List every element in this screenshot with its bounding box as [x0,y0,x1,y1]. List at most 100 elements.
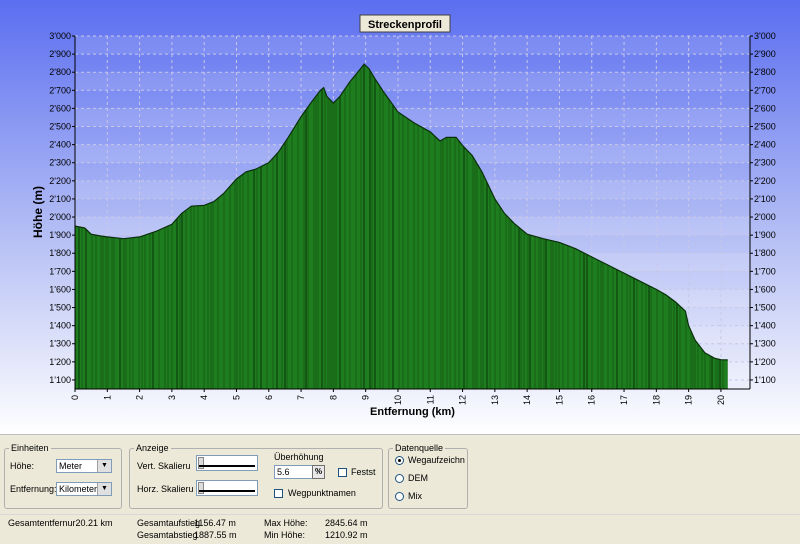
slider-track [199,490,255,492]
y-tick-label-left: 1'300 [49,339,71,349]
vert-scale-label: Vert. Skalieru [137,461,191,471]
y-tick-label-left: 1'200 [49,357,71,367]
radio-dem[interactable] [395,474,404,483]
x-tick-label: 9 [361,395,371,400]
ueberhoehung-input[interactable]: 5.6 [274,465,314,479]
y-tick-label-right: 1'300 [754,339,776,349]
y-tick-label-left: 2'200 [49,176,71,186]
x-tick-label: 3 [167,395,177,400]
y-tick-label-left: 3'000 [49,31,71,41]
y-tick-label-right: 1'800 [754,248,776,258]
wegpunkt-label: Wegpunktnamen [288,488,356,498]
grid-band [75,72,750,91]
x-tick-label: 4 [199,395,209,400]
x-tick-label: 20 [716,395,726,405]
x-tick-label: 15 [554,395,564,405]
slider-thumb[interactable] [198,457,204,469]
anzeige-group: Anzeige [129,443,383,509]
x-tick-label: 0 [70,395,80,400]
x-tick-label: 16 [587,395,597,405]
y-tick-label-right: 2'400 [754,140,776,150]
chart-title: Streckenprofil [368,19,442,31]
einheiten-legend: Einheiten [11,443,49,453]
y-tick-label-right: 2'900 [754,49,776,59]
x-tick-label: 6 [264,395,274,400]
entfernung-unit-select[interactable]: Kilometer ▼ [56,482,112,496]
y-tick-label-left: 2'700 [49,85,71,95]
min-height-value: 1210.92 m [325,530,368,540]
ascent-value: 1156.47 m [194,518,236,528]
slider-thumb[interactable] [198,482,204,494]
slider-track [199,465,255,467]
y-tick-label-left: 2'400 [49,140,71,150]
wegpunkt-checkbox[interactable] [274,489,283,498]
max-height-label: Max Höhe: [264,518,308,528]
y-tick-label-right: 2'500 [754,122,776,132]
y-tick-label-left: 2'000 [49,212,71,222]
y-tick-label-left: 2'600 [49,103,71,113]
control-panel: Einheiten Höhe: Meter ▼ Entfernung: Kilo… [0,434,800,544]
fest-label: Festst [351,467,376,477]
y-tick-label-right: 1'700 [754,266,776,276]
elevation-line [74,63,728,361]
stats-bar: Gesamtentfernur20.21 km Gesamtaufstieg 1… [0,514,800,544]
fest-checkbox[interactable] [338,468,347,477]
elevation-area [75,64,728,389]
grid-band [75,108,750,127]
horz-scale-label: Horz. Skalieru [137,484,194,494]
descent-value: 1887.55 m [194,530,237,540]
y-tick-label-left: 1'400 [49,321,71,331]
y-tick-label-left: 2'500 [49,122,71,132]
y-tick-label-right: 1'600 [754,284,776,294]
x-tick-label: 19 [684,395,694,405]
y-tick-label-right: 2'100 [754,194,776,204]
x-tick-label: 14 [522,395,532,405]
ascent-label: Gesamtaufstieg [137,518,201,528]
x-tick-label: 10 [393,395,403,405]
y-tick-label-left: 1'900 [49,230,71,240]
y-tick-label-left: 1'700 [49,266,71,276]
y-axis-label: Höhe (m) [31,186,45,238]
y-tick-label-left: 1'600 [49,284,71,294]
y-tick-label-left: 2'800 [49,67,71,77]
hoehe-unit-select[interactable]: Meter ▼ [56,459,112,473]
y-tick-label-right: 1'900 [754,230,776,240]
x-axis-label: Entfernung (km) [370,406,455,418]
x-tick-label: 2 [135,395,145,400]
chart-title-box [359,14,451,33]
y-tick-label-right: 1'500 [754,303,776,313]
ueberhoehung-label: Überhöhung [274,452,324,462]
y-tick-label-right: 1'100 [754,375,776,385]
hoehe-unit-value: Meter [59,461,83,471]
percent-button[interactable]: % [312,465,325,479]
y-tick-label-right: 1'400 [754,321,776,331]
y-tick-label-left: 1'800 [49,248,71,258]
einheiten-group: Einheiten [4,443,122,509]
elevation-profile-chart: 1'100 1'100 1'200 1'200 1'300 1'300 1'400 1'400… [0,0,800,434]
x-tick-label: 18 [651,395,661,405]
y-tick-label-right: 2'600 [754,103,776,113]
x-tick-label: 11 [425,395,435,404]
x-tick-label: 12 [458,395,468,405]
radio-mix[interactable] [395,492,404,501]
datenquelle-legend: Datenquelle [395,443,444,453]
total-distance: Gesamtentfernur20.21 km [8,518,113,528]
horz-scale-slider[interactable] [196,480,258,496]
chevron-down-icon[interactable]: ▼ [97,460,111,472]
y-tick-label-right: 2'300 [754,158,776,168]
y-tick-label-left: 1'100 [49,375,71,385]
y-tick-label-right: 2'800 [754,67,776,77]
y-tick-label-right: 2'000 [754,212,776,222]
vert-scale-slider[interactable] [196,455,258,471]
chevron-down-icon[interactable]: ▼ [97,483,111,495]
descent-label: Gesamtabstieg [137,530,198,540]
grid-band [75,36,750,55]
y-tick-label-right: 1'200 [754,357,776,367]
x-tick-label: 8 [328,395,338,400]
radio-wegaufzeichnung[interactable] [395,456,404,465]
datenquelle-group: Datenquelle [388,443,468,509]
max-height-value: 2845.64 m [325,518,368,528]
x-tick-label: 1 [102,395,112,400]
min-height-label: Min Höhe: [264,530,306,540]
x-tick-label: 7 [296,395,306,400]
